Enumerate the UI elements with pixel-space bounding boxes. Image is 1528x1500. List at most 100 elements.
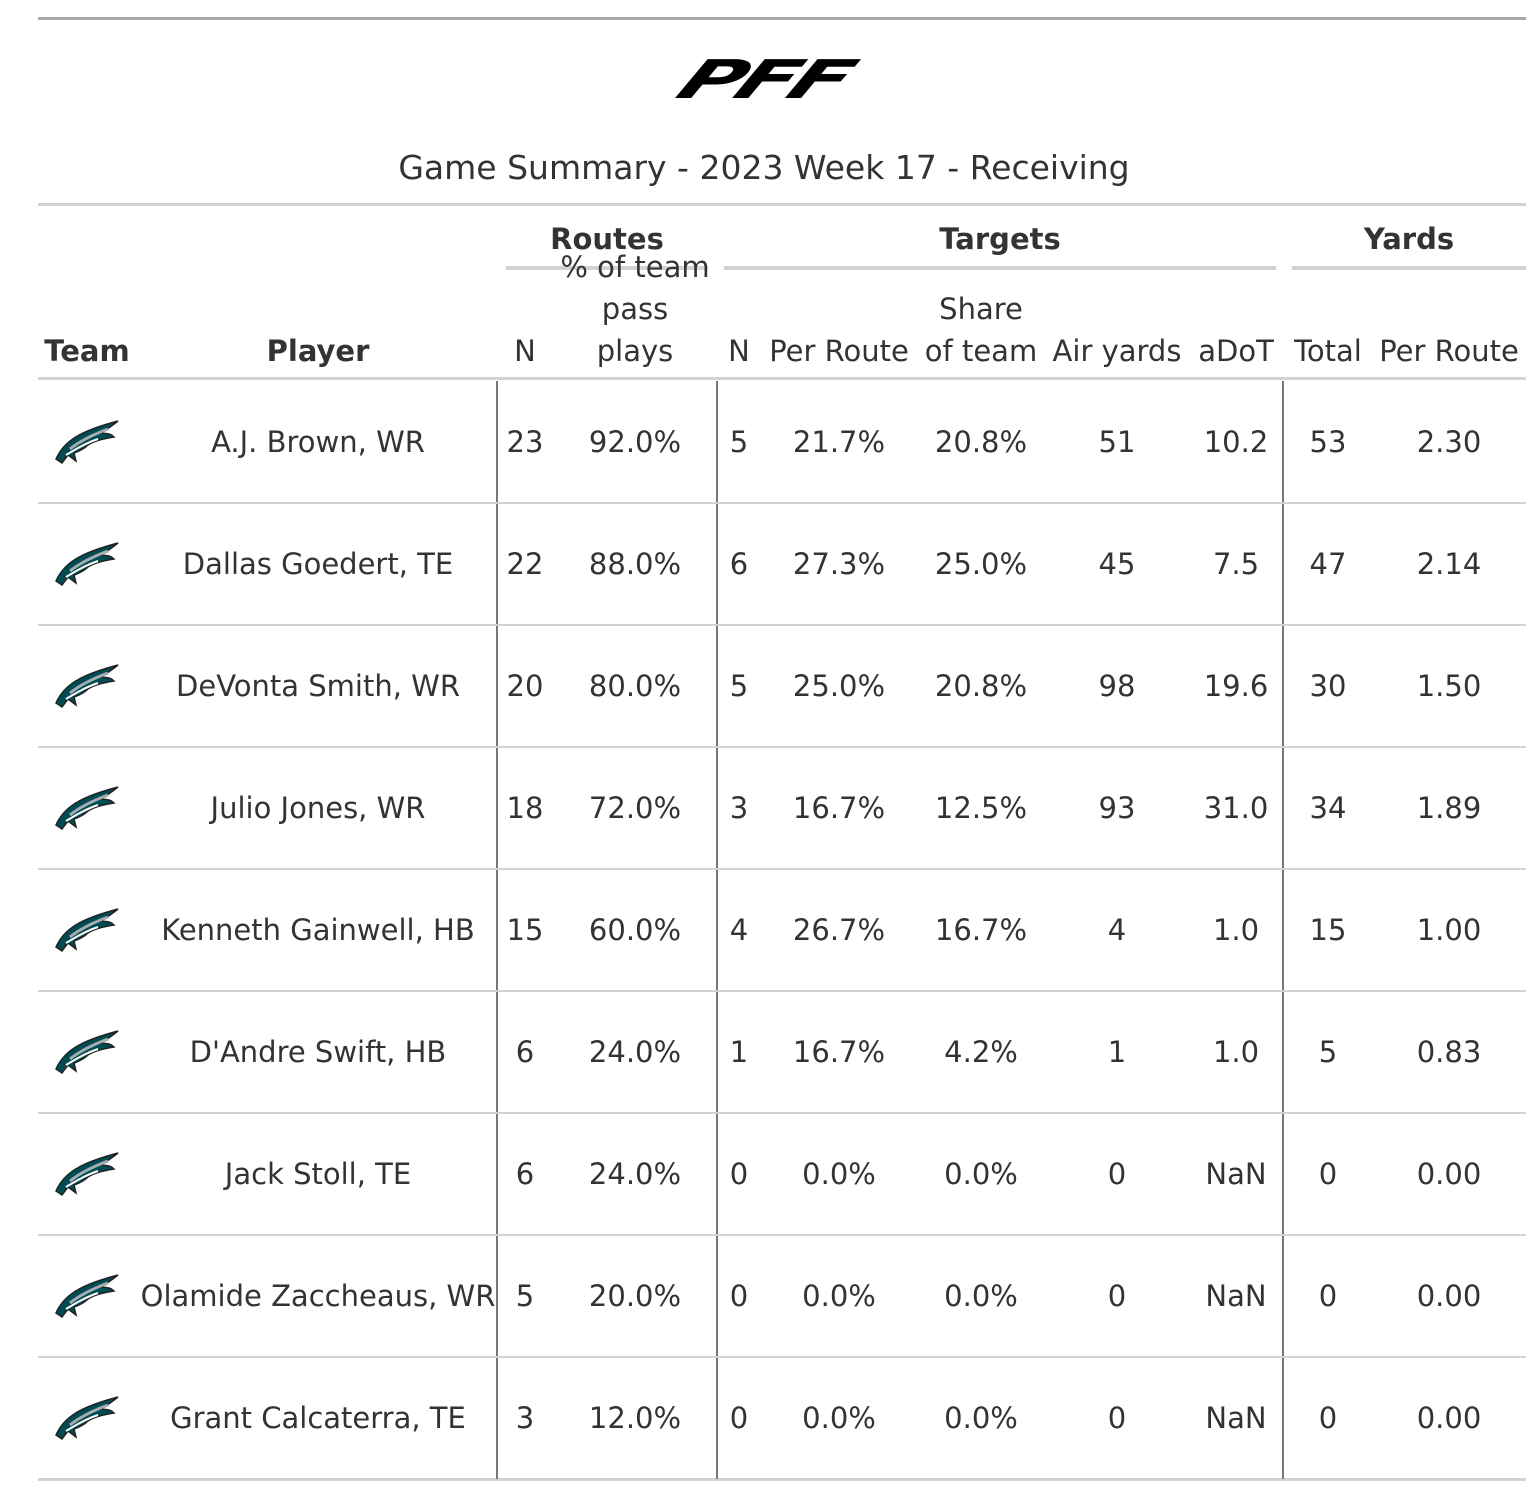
stat-cell: 0 xyxy=(729,1279,749,1313)
stat-cell: 0 xyxy=(1107,1157,1127,1191)
stat-cell: 93 xyxy=(1098,791,1136,825)
stat-cell: 2.30 xyxy=(1416,425,1482,459)
stat-cell: 60.0% xyxy=(588,913,682,947)
stat-cell: 0.00 xyxy=(1416,1157,1482,1191)
column-divider xyxy=(1282,381,1284,1479)
stat-cell: 1.00 xyxy=(1416,913,1482,947)
player-name: Jack Stoll, TE xyxy=(224,1157,412,1191)
column-header: Team xyxy=(44,334,130,368)
column-header: aDoT xyxy=(1198,334,1274,368)
stat-cell: 20.8% xyxy=(934,425,1028,459)
team-logo xyxy=(55,786,119,831)
stat-cell: 98 xyxy=(1098,669,1136,703)
stat-cell: 6 xyxy=(515,1157,535,1191)
column-header: Air yards xyxy=(1052,334,1182,368)
row-divider xyxy=(38,746,1526,748)
stat-cell: 0 xyxy=(729,1157,749,1191)
column-group-header: Targets xyxy=(724,220,1276,270)
team-logo xyxy=(55,1152,119,1197)
row-divider xyxy=(38,624,1526,626)
team-logo xyxy=(55,1274,119,1319)
team-logo xyxy=(55,1396,119,1441)
stat-cell: 47 xyxy=(1309,547,1347,581)
stat-cell: 0.00 xyxy=(1416,1279,1482,1313)
stat-cell: 0 xyxy=(1318,1401,1338,1435)
stat-cell: 0 xyxy=(729,1401,749,1435)
team-logo xyxy=(55,908,119,953)
stat-cell: 0.0% xyxy=(944,1157,1018,1191)
stat-cell: 1 xyxy=(1107,1035,1127,1069)
row-divider xyxy=(38,990,1526,992)
player-name: Olamide Zaccheaus, WR xyxy=(140,1279,496,1313)
column-header: Per Route xyxy=(769,334,909,368)
stat-cell: 31.0 xyxy=(1203,791,1269,825)
bottom-rule xyxy=(38,1478,1526,1481)
team-logo-cell xyxy=(38,869,136,991)
stat-cell: 1.89 xyxy=(1416,791,1482,825)
team-logo-cell xyxy=(38,503,136,625)
stat-cell: 80.0% xyxy=(588,669,682,703)
stat-cell: 0.0% xyxy=(802,1401,876,1435)
row-divider xyxy=(38,1112,1526,1114)
stat-cell: 16.7% xyxy=(792,1035,886,1069)
stat-cell: 5 xyxy=(729,669,749,703)
column-header: % of team pass plays xyxy=(560,250,710,368)
column-header: Player xyxy=(266,334,370,368)
stat-cell: 18 xyxy=(506,791,544,825)
column-header: Per Route xyxy=(1379,334,1519,368)
title-rule xyxy=(38,203,1526,206)
team-logo-cell xyxy=(38,1113,136,1235)
stat-cell: 3 xyxy=(729,791,749,825)
stat-cell: 0 xyxy=(1318,1279,1338,1313)
logo: PFF xyxy=(666,49,862,111)
table-title: Game Summary - 2023 Week 17 - Receiving xyxy=(398,148,1130,187)
stat-cell: NaN xyxy=(1205,1401,1267,1435)
row-divider xyxy=(38,868,1526,870)
stat-cell: 12.5% xyxy=(934,791,1028,825)
stat-cell: 51 xyxy=(1098,425,1136,459)
stat-cell: 1.50 xyxy=(1416,669,1482,703)
stat-cell: 5 xyxy=(515,1279,535,1313)
stat-cell: 0.0% xyxy=(944,1279,1018,1313)
header-rule xyxy=(38,377,1526,380)
stat-cell: 6 xyxy=(729,547,749,581)
team-logo xyxy=(55,664,119,709)
stat-cell: NaN xyxy=(1205,1279,1267,1313)
stat-cell: 25.0% xyxy=(792,669,886,703)
stat-cell: 0.0% xyxy=(802,1157,876,1191)
stat-cell: 10.2 xyxy=(1203,425,1269,459)
column-group-header: Routes xyxy=(506,220,708,270)
stat-cell: 24.0% xyxy=(588,1035,682,1069)
stat-cell: 53 xyxy=(1309,425,1347,459)
team-logo-cell xyxy=(38,747,136,869)
column-header: Share of team xyxy=(924,292,1038,368)
stat-cell: 26.7% xyxy=(792,913,886,947)
stat-cell: 27.3% xyxy=(792,547,886,581)
stat-cell: 0.83 xyxy=(1416,1035,1482,1069)
stat-cell: 4.2% xyxy=(944,1035,1018,1069)
column-header: Total xyxy=(1294,334,1362,368)
stat-cell: 23 xyxy=(506,425,544,459)
stat-cell: 1.0 xyxy=(1212,913,1260,947)
row-divider xyxy=(38,1356,1526,1358)
player-name: D'Andre Swift, HB xyxy=(189,1035,447,1069)
team-logo xyxy=(55,420,119,465)
column-divider xyxy=(496,381,498,1479)
team-logo xyxy=(55,1030,119,1075)
stat-cell: NaN xyxy=(1205,1157,1267,1191)
row-divider xyxy=(38,1234,1526,1236)
team-logo-cell xyxy=(38,991,136,1113)
team-logo-cell xyxy=(38,1235,136,1357)
stat-cell: 16.7% xyxy=(934,913,1028,947)
stat-cell: 5 xyxy=(729,425,749,459)
stat-cell: 0 xyxy=(1107,1401,1127,1435)
stat-cell: 20.8% xyxy=(934,669,1028,703)
stat-cell: 15 xyxy=(1309,913,1347,947)
stat-cell: 0.0% xyxy=(944,1401,1018,1435)
stat-cell: 0 xyxy=(1107,1279,1127,1313)
stat-cell: 4 xyxy=(729,913,749,947)
stat-cell: 4 xyxy=(1107,913,1127,947)
stat-cell: 92.0% xyxy=(588,425,682,459)
stat-cell: 1.0 xyxy=(1212,1035,1260,1069)
